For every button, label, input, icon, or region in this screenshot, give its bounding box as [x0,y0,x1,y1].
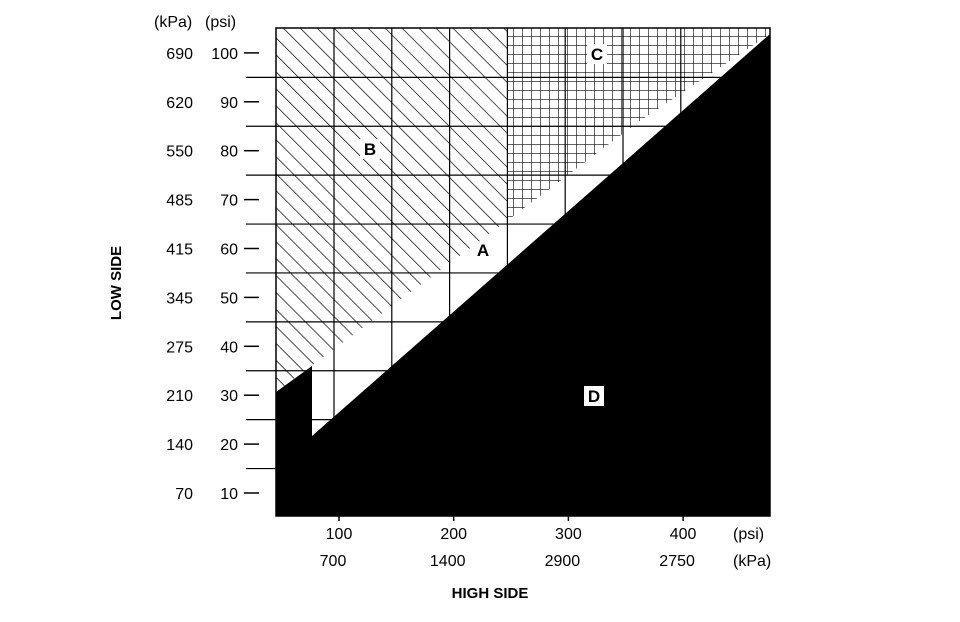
y-tick-label-psi: 100 [211,46,238,63]
region-d-area [276,34,770,516]
y-tick-label-kpa: 415 [166,242,193,259]
x-tick-label-kpa: 1400 [430,553,466,570]
region-c-label: C [591,45,603,64]
plot-border [275,27,771,517]
region-b-label: B [364,140,376,159]
y-tick-label-kpa: 140 [166,437,193,454]
x-tick-label-kpa: 2900 [545,553,581,570]
x-tick-label-psi: 200 [440,526,467,543]
y-tick-label-psi: 70 [220,193,238,210]
y-unit-kpa: (kPa) [154,14,192,31]
x-unit-psi: (psi) [733,526,764,543]
y-tick-label-psi: 50 [220,290,238,307]
region-a-label: A [477,241,489,260]
y-tick-label-kpa: 210 [166,388,193,405]
x-tick-label-kpa: 2750 [659,553,695,570]
y-tick-label-psi: 60 [220,242,238,259]
y-tick-label-kpa: 345 [166,290,193,307]
x-axis-title: HIGH SIDE [452,585,529,602]
x-tick-label-psi: 100 [326,526,353,543]
y-axis-title: LOW SIDE [108,246,125,320]
region-b-label-bg [360,139,380,159]
region-d-label: D [588,387,600,406]
region-c-area [508,28,770,220]
x-unit-kpa: (kPa) [733,553,771,570]
region-c-label-bg [587,44,607,64]
y-tick-label-psi: 80 [220,144,238,161]
y-tick-label-psi: 90 [220,95,238,112]
y-axis-ticks: 100 690 90 620 80 550 70 485 60 415 50 345 40 275 30 21… [166,46,276,503]
y-tick-label-psi: 10 [220,486,238,503]
y-tick-label-kpa: 275 [166,339,193,356]
y-unit-psi: (psi) [205,14,236,31]
y-tick-label-kpa: 620 [166,95,193,112]
y-tick-label-kpa: 70 [175,486,193,503]
y-tick-label-kpa: 485 [166,193,193,210]
y-tick-label-psi: 20 [220,437,238,454]
y-tick-label-psi: 40 [220,339,238,356]
x-tick-label-kpa: 700 [320,553,347,570]
x-axis-ticks: 100 700 200 1400 300 2900 400 2750 [320,516,697,570]
x-tick-label-psi: 400 [670,526,697,543]
region-d-label-bg [584,386,604,406]
y-tick-label-kpa: 550 [166,144,193,161]
y-tick-label-kpa: 690 [166,46,193,63]
x-tick-label-psi: 300 [555,526,582,543]
y-tick-label-psi: 30 [220,388,238,405]
